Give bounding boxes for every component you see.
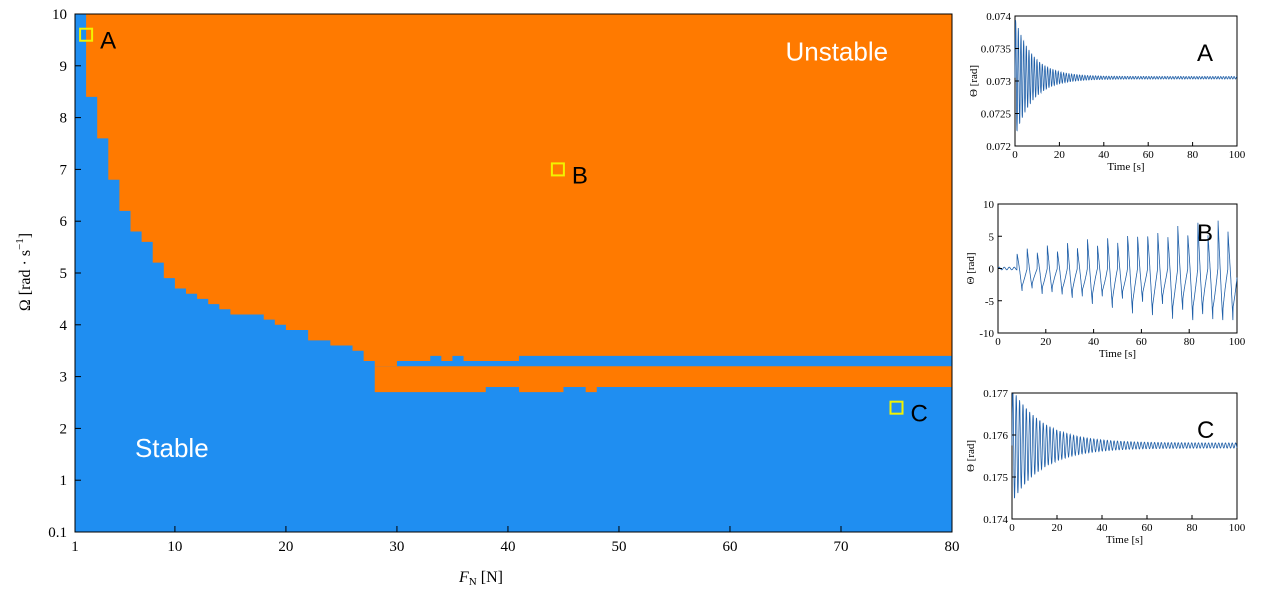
- x-tick-label: 20: [1052, 522, 1064, 534]
- x-tick-label: 30: [389, 539, 404, 555]
- marker-label: C: [910, 401, 927, 428]
- y-axis-label: Θ [rad]: [965, 440, 977, 472]
- panel-frame: [1011, 392, 1238, 520]
- panel-label: C: [1197, 417, 1214, 444]
- y-tick-label: 0: [989, 264, 995, 276]
- y-tick-label: 8: [60, 111, 68, 127]
- panel-label: B: [1197, 220, 1213, 247]
- x-tick-label: 1: [71, 539, 79, 555]
- y-axis-label: Θ [rad]: [968, 65, 980, 97]
- y-tick-label: 0.0735: [981, 44, 1012, 56]
- markers: A B C: [79, 27, 928, 428]
- y-tick-label: 9: [60, 59, 68, 75]
- x-tick-label: 40: [1098, 149, 1110, 161]
- stable-label: Stable: [135, 433, 209, 463]
- x-axis-label: Time [s]: [1107, 161, 1144, 173]
- x-tick-label: 60: [722, 539, 737, 555]
- y-tick-label: 0.1: [48, 525, 67, 541]
- y-tick-label: 0.174: [983, 514, 1008, 526]
- x-tick-label: 100: [1229, 149, 1246, 161]
- y-tick-label: 0.175: [983, 472, 1008, 484]
- y-tick-label: 10: [983, 199, 995, 211]
- unstable-region: [75, 14, 952, 367]
- panel-label: A: [1197, 40, 1213, 67]
- x-tick-label: 100: [1229, 522, 1246, 534]
- x-tick-label: 80: [1187, 149, 1199, 161]
- y-tick-label: 7: [60, 162, 68, 178]
- y-tick-label: 6: [60, 214, 68, 230]
- marker-label: A: [100, 28, 116, 55]
- x-axis-label: Time [s]: [1099, 348, 1136, 360]
- y-tick-label: 1: [60, 473, 68, 489]
- x-tick-label: 10: [167, 539, 182, 555]
- x-axis-label: FN [N]: [458, 569, 503, 588]
- x-axis: 1 10 20 30 40 50 60 70 80: [71, 526, 960, 555]
- x-tick-label: 60: [1136, 336, 1148, 348]
- x-tick-label: 40: [1088, 336, 1100, 348]
- panel-b: 0 20 40 60 80 100 -10 -5 0 5 10 Time [s] Θ [rad] B: [965, 199, 1246, 360]
- x-tick-label: 80: [1184, 336, 1196, 348]
- y-tick-label: 0.0725: [981, 109, 1012, 121]
- panel-c: 0 20 40 60 80 100 0.174 0.175 0.176 0.177 Time [s]…: [965, 388, 1246, 546]
- y-tick-label: -10: [979, 328, 994, 340]
- y-axis-label: Θ [rad]: [965, 252, 977, 284]
- series-line: [1011, 392, 1238, 499]
- unstable-label: Unstable: [785, 37, 888, 67]
- x-tick-label: 40: [500, 539, 515, 555]
- panel-a: 0 20 40 60 80 100 0.072 0.0725 0.073 0.0735 0.074 T…: [968, 11, 1246, 173]
- y-tick-label: 0.072: [986, 141, 1011, 153]
- series-line: [997, 220, 1238, 321]
- x-tick-label: 80: [945, 539, 960, 555]
- x-tick-label: 0: [995, 336, 1001, 348]
- x-tick-label: 60: [1143, 149, 1155, 161]
- marker-b: [550, 162, 565, 177]
- marker-a: [79, 27, 94, 42]
- y-tick-label: 0.177: [983, 388, 1008, 400]
- y-tick-label: 0.074: [986, 11, 1011, 23]
- x-tick-label: 20: [278, 539, 293, 555]
- y-tick-label: 5: [989, 231, 995, 243]
- marker-c: [889, 400, 904, 415]
- y-tick-label: 2: [60, 421, 68, 437]
- x-tick-label: 60: [1142, 522, 1154, 534]
- x-axis-label: Time [s]: [1106, 534, 1143, 546]
- y-tick-label: 5: [60, 266, 68, 282]
- marker-label: B: [572, 162, 588, 189]
- series-line: [1014, 20, 1238, 132]
- x-tick-label: 70: [833, 539, 848, 555]
- y-tick-label: 10: [52, 7, 67, 23]
- y-tick-label: 4: [60, 318, 68, 334]
- x-tick-label: 80: [1187, 522, 1199, 534]
- y-axis-label: Ω [rad · s−1]: [14, 233, 34, 311]
- x-tick-label: 50: [611, 539, 626, 555]
- y-axis: 0.1 1 2 3 4 5 6 7 8 9 10: [48, 7, 81, 541]
- x-tick-label: 0: [1012, 149, 1018, 161]
- unstable-band: [374, 366, 952, 393]
- y-tick-label: 0.176: [983, 430, 1008, 442]
- x-tick-label: 20: [1054, 149, 1066, 161]
- y-tick-label: 0.073: [986, 76, 1011, 88]
- x-tick-label: 40: [1097, 522, 1109, 534]
- y-tick-label: -5: [985, 296, 995, 308]
- y-tick-label: 3: [60, 370, 68, 386]
- x-tick-label: 100: [1229, 336, 1246, 348]
- x-tick-label: 20: [1040, 336, 1052, 348]
- x-tick-label: 0: [1009, 522, 1015, 534]
